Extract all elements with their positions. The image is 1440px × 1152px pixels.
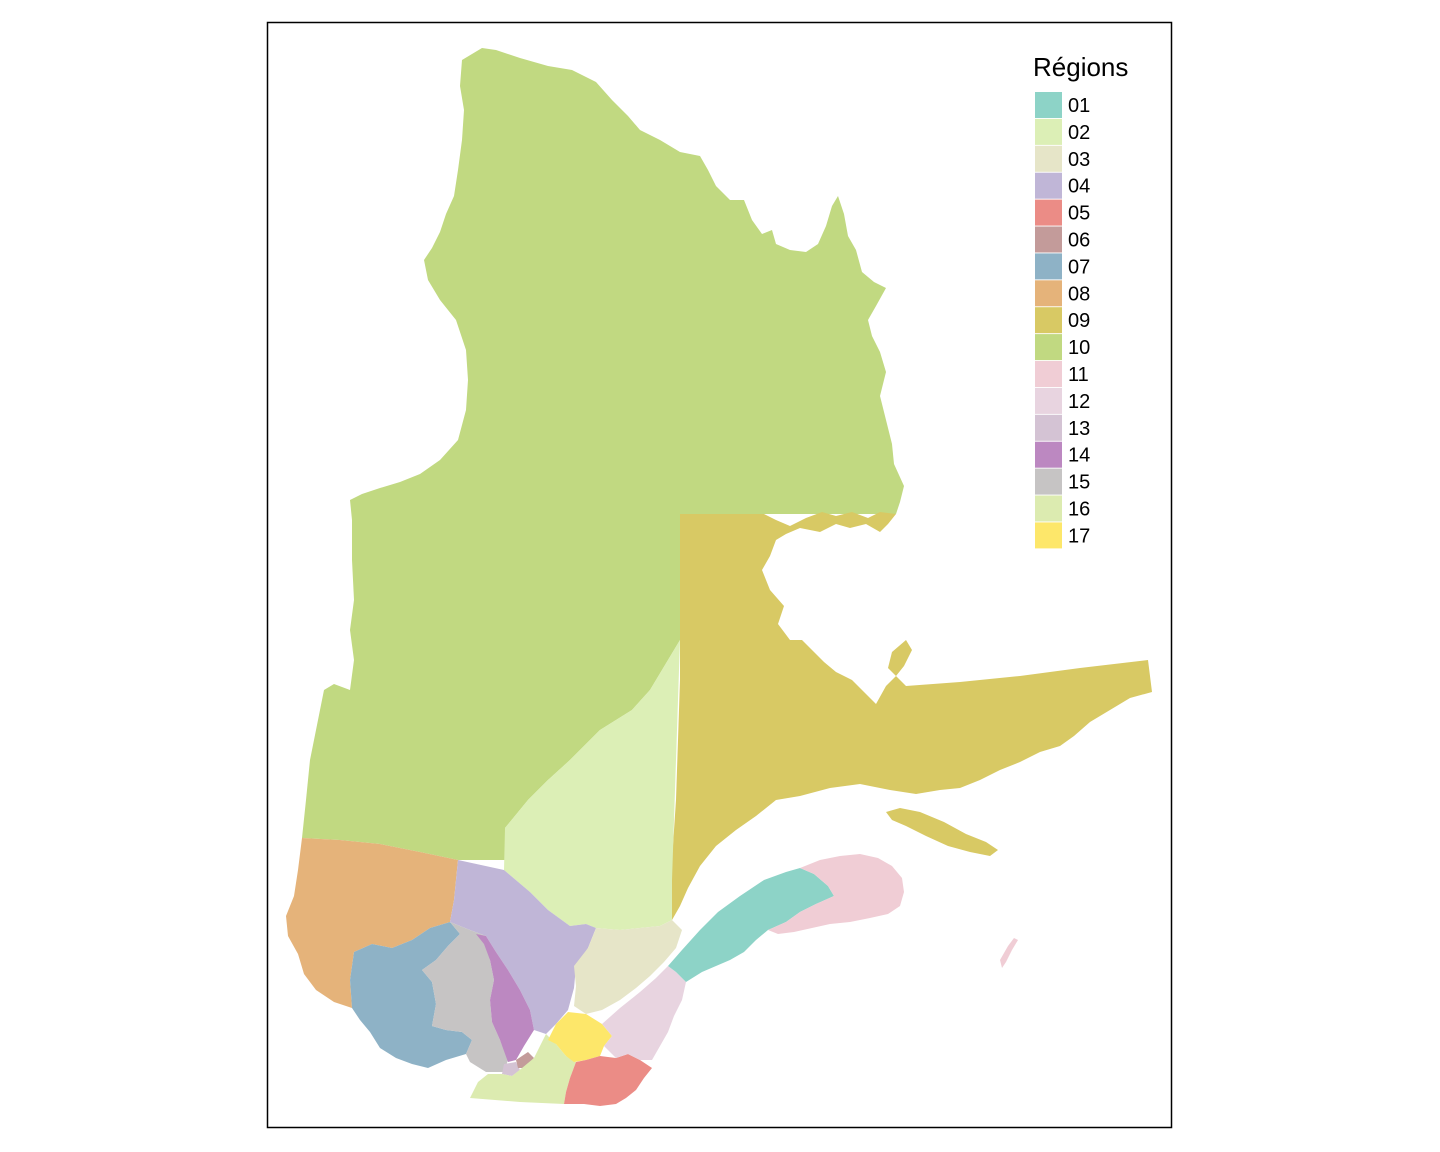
legend-title: Régions bbox=[1033, 52, 1128, 82]
region-10 bbox=[302, 48, 904, 860]
legend-swatch-17 bbox=[1035, 522, 1062, 549]
legend-swatch-04 bbox=[1035, 172, 1062, 199]
legend-swatch-12 bbox=[1035, 387, 1062, 414]
legend-swatch-02 bbox=[1035, 118, 1062, 145]
legend-label-03: 03 bbox=[1068, 149, 1090, 171]
legend-label-02: 02 bbox=[1068, 122, 1090, 144]
legend-swatch-01 bbox=[1035, 92, 1062, 118]
legend-swatch-07 bbox=[1035, 253, 1062, 280]
legend-label-14: 14 bbox=[1068, 445, 1090, 467]
legend-swatch-10 bbox=[1035, 334, 1062, 361]
region-14 bbox=[476, 934, 534, 1062]
legend-swatch-11 bbox=[1035, 361, 1062, 387]
region-01 bbox=[668, 868, 834, 982]
legend-swatch-08 bbox=[1035, 280, 1062, 307]
legend-swatch-14 bbox=[1035, 441, 1062, 468]
legend-label-09: 09 bbox=[1068, 310, 1090, 332]
region-16 bbox=[470, 1034, 576, 1104]
region-04 bbox=[450, 860, 596, 1034]
legend-label-11: 11 bbox=[1068, 364, 1089, 386]
region-17 bbox=[548, 1012, 612, 1062]
legend-label-16: 16 bbox=[1068, 499, 1090, 521]
legend-items: 01 02 03 04 05 06 07 08 09 10 11 12 13 14 15 16 17 bbox=[1035, 92, 1090, 549]
legend-label-04: 04 bbox=[1068, 176, 1090, 198]
region-06 bbox=[516, 1052, 534, 1068]
region-13 bbox=[502, 1062, 520, 1076]
legend-label-15: 15 bbox=[1068, 472, 1090, 494]
map-frame bbox=[266, 21, 1173, 1129]
region-12 bbox=[602, 966, 686, 1060]
region-15 bbox=[422, 922, 508, 1072]
legend: Régions 01 02 03 04 05 06 07 08 09 10 11 12 13 14 15 16… bbox=[1033, 52, 1128, 549]
region-03 bbox=[574, 920, 682, 1014]
legend-swatch-09 bbox=[1035, 307, 1062, 334]
region-11 bbox=[768, 854, 904, 934]
region-07 bbox=[350, 922, 472, 1068]
legend-swatch-16 bbox=[1035, 495, 1062, 522]
legend-label-06: 06 bbox=[1068, 230, 1090, 252]
legend-label-05: 05 bbox=[1068, 203, 1090, 225]
legend-label-13: 13 bbox=[1068, 418, 1090, 440]
legend-swatch-06 bbox=[1035, 226, 1062, 253]
legend-label-17: 17 bbox=[1068, 525, 1090, 547]
legend-label-01: 01 bbox=[1068, 95, 1090, 117]
region-11-islands bbox=[1000, 938, 1018, 968]
region-08 bbox=[286, 838, 458, 1008]
legend-label-10: 10 bbox=[1068, 337, 1090, 359]
legend-swatch-03 bbox=[1035, 145, 1062, 172]
legend-swatch-13 bbox=[1035, 414, 1062, 441]
region-09 bbox=[668, 512, 1152, 920]
legend-swatch-15 bbox=[1035, 468, 1062, 495]
legend-label-12: 12 bbox=[1068, 391, 1090, 413]
legend-label-07: 07 bbox=[1068, 256, 1090, 278]
region-05 bbox=[564, 1054, 652, 1106]
legend-swatch-05 bbox=[1035, 199, 1062, 226]
region-02 bbox=[504, 640, 680, 930]
legend-label-08: 08 bbox=[1068, 283, 1090, 305]
region-09-anticosti bbox=[886, 808, 998, 856]
